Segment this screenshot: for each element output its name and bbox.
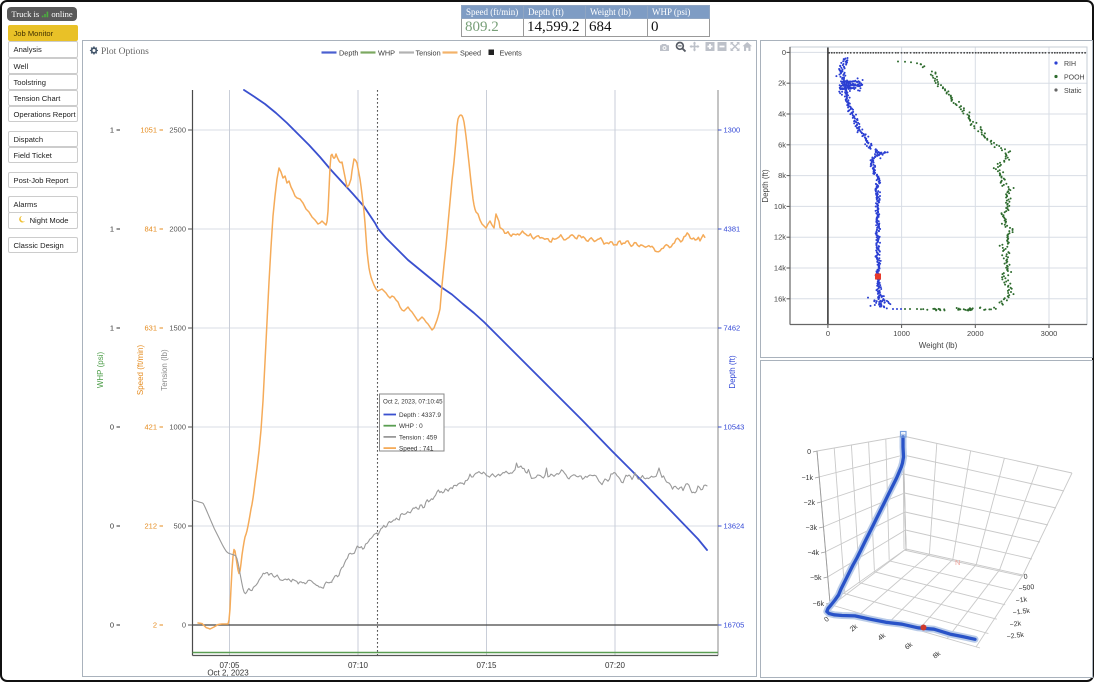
svg-text:−1k: −1k xyxy=(1015,596,1028,605)
svg-text:WHP (psi): WHP (psi) xyxy=(96,352,105,389)
svg-text:4k: 4k xyxy=(778,110,786,119)
svg-text:2k: 2k xyxy=(849,623,860,633)
svg-text:Tension : 459: Tension : 459 xyxy=(399,434,437,441)
svg-text:0: 0 xyxy=(110,621,114,630)
svg-text:WHP : 0: WHP : 0 xyxy=(399,423,423,430)
svg-text:Depth : 4337.9: Depth : 4337.9 xyxy=(399,412,441,419)
svg-text:−1.5k: −1.5k xyxy=(1012,608,1031,617)
svg-text:6k: 6k xyxy=(778,140,786,149)
svg-text:Events: Events xyxy=(500,49,523,58)
svg-text:2k: 2k xyxy=(778,79,786,88)
svg-text:Speed: Speed xyxy=(460,49,481,58)
svg-text:10k: 10k xyxy=(774,202,786,211)
svg-text:500: 500 xyxy=(173,522,186,531)
svg-text:4k: 4k xyxy=(877,632,888,642)
svg-text:WHP: WHP xyxy=(378,49,395,58)
svg-text:1: 1 xyxy=(110,126,114,135)
svg-text:−5k: −5k xyxy=(810,575,822,582)
svg-text:Weight (lb): Weight (lb) xyxy=(919,341,958,350)
svg-text:Depth: Depth xyxy=(339,49,358,58)
svg-text:N: N xyxy=(955,558,960,567)
svg-text:Depth (ft): Depth (ft) xyxy=(761,169,770,203)
svg-text:2500: 2500 xyxy=(169,126,186,135)
svg-text:16705: 16705 xyxy=(724,621,745,630)
svg-text:212: 212 xyxy=(144,522,157,531)
svg-text:4381: 4381 xyxy=(724,225,741,234)
svg-text:07:05: 07:05 xyxy=(219,661,240,670)
svg-text:1051: 1051 xyxy=(140,126,157,135)
svg-text:POOH: POOH xyxy=(1064,75,1085,82)
svg-text:−1k: −1k xyxy=(802,475,814,482)
svg-text:1300: 1300 xyxy=(724,126,741,135)
svg-text:Static: Static xyxy=(1064,88,1082,95)
svg-text:8k: 8k xyxy=(932,650,943,660)
svg-text:07:10: 07:10 xyxy=(348,661,369,670)
svg-text:−3k: −3k xyxy=(806,525,818,532)
svg-text:Plot Options: Plot Options xyxy=(101,47,149,57)
svg-text:0: 0 xyxy=(782,48,786,57)
svg-text:Tension (lb): Tension (lb) xyxy=(160,349,169,391)
svg-text:Tension: Tension xyxy=(416,49,441,58)
svg-text:−2k: −2k xyxy=(804,500,816,507)
svg-text:07:20: 07:20 xyxy=(605,661,626,670)
svg-text:6k: 6k xyxy=(904,641,915,651)
svg-text:14k: 14k xyxy=(774,264,786,273)
svg-text:841: 841 xyxy=(144,225,157,234)
svg-text:0: 0 xyxy=(823,616,831,624)
svg-text:1000: 1000 xyxy=(893,329,910,338)
svg-text:−2.5k: −2.5k xyxy=(1006,632,1025,641)
svg-text:12k: 12k xyxy=(774,233,786,242)
svg-text:Speed (ft/min): Speed (ft/min) xyxy=(136,345,145,396)
svg-text:8k: 8k xyxy=(778,171,786,180)
svg-text:3000: 3000 xyxy=(1041,329,1058,338)
svg-text:2000: 2000 xyxy=(169,225,186,234)
svg-text:10543: 10543 xyxy=(724,423,745,432)
svg-text:−2k: −2k xyxy=(1009,620,1022,629)
svg-text:−4k: −4k xyxy=(808,550,820,557)
svg-text:Depth (ft): Depth (ft) xyxy=(728,355,737,389)
svg-text:0: 0 xyxy=(182,621,186,630)
svg-text:Oct 2, 2023: Oct 2, 2023 xyxy=(207,669,249,678)
svg-text:13624: 13624 xyxy=(724,522,745,531)
svg-text:7462: 7462 xyxy=(724,324,741,333)
svg-text:2000: 2000 xyxy=(967,329,984,338)
svg-text:07:15: 07:15 xyxy=(476,661,497,670)
svg-text:−500: −500 xyxy=(1018,584,1035,593)
svg-text:RIH: RIH xyxy=(1064,61,1076,68)
svg-text:0: 0 xyxy=(807,449,811,456)
svg-text:16k: 16k xyxy=(774,294,786,303)
svg-text:0: 0 xyxy=(110,423,114,432)
svg-text:0: 0 xyxy=(1023,573,1028,580)
svg-text:1500: 1500 xyxy=(169,324,186,333)
svg-text:1: 1 xyxy=(110,225,114,234)
svg-text:421: 421 xyxy=(144,423,157,432)
svg-text:Speed : 741: Speed : 741 xyxy=(399,446,434,453)
svg-text:1: 1 xyxy=(110,324,114,333)
svg-text:−6k: −6k xyxy=(813,601,825,608)
svg-text:0: 0 xyxy=(110,522,114,531)
svg-text:2: 2 xyxy=(153,621,157,630)
svg-text:0: 0 xyxy=(826,329,830,338)
svg-text:Oct 2, 2023, 07:10:45: Oct 2, 2023, 07:10:45 xyxy=(383,399,443,406)
svg-text:631: 631 xyxy=(144,324,157,333)
svg-text:1000: 1000 xyxy=(169,423,186,432)
